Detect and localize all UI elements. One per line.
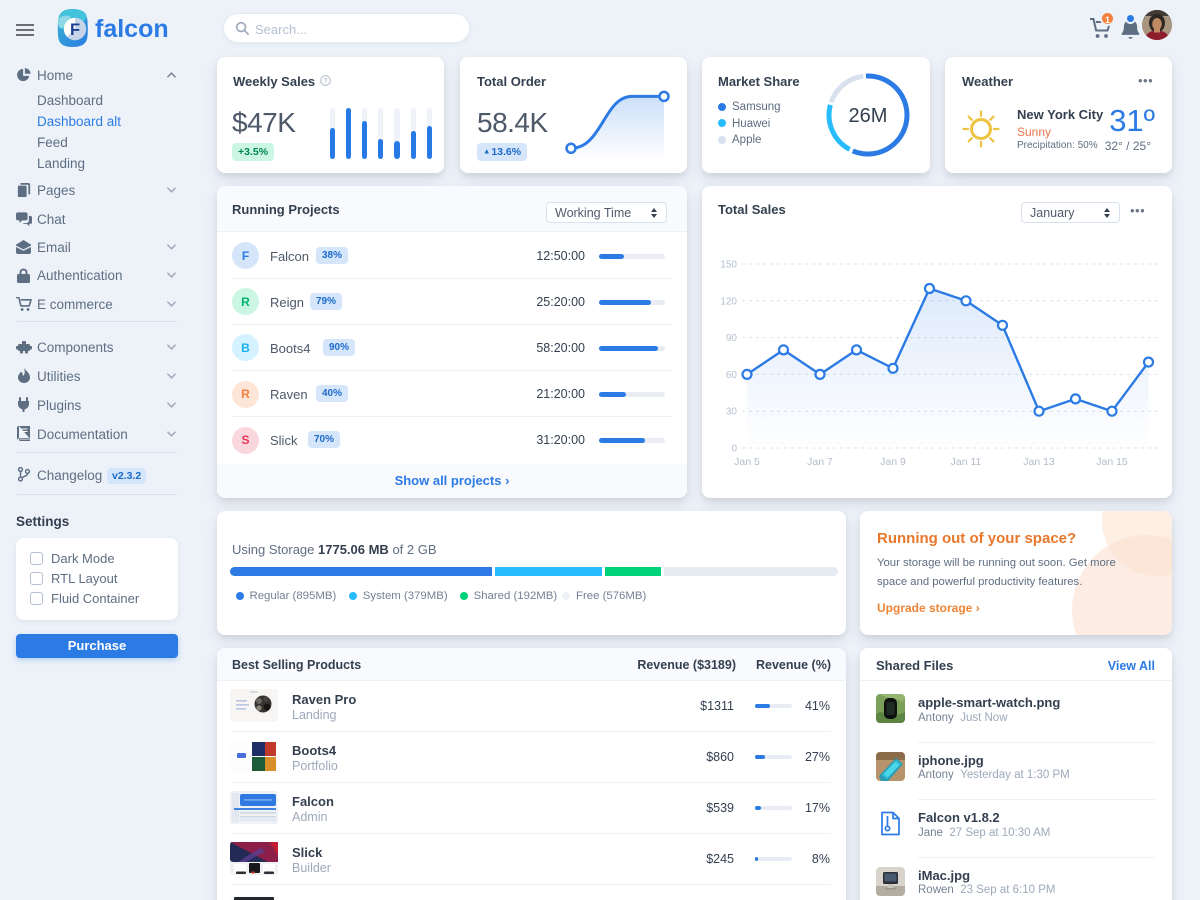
svg-text:0: 0 xyxy=(731,444,737,455)
svg-text:Jan 11: Jan 11 xyxy=(951,456,982,468)
svg-text:90: 90 xyxy=(726,333,738,344)
svg-text:150: 150 xyxy=(720,260,737,271)
svg-text:?: ? xyxy=(324,78,328,85)
svg-text:F: F xyxy=(70,21,80,39)
svg-text:Jan 7: Jan 7 xyxy=(807,456,833,468)
svg-text:26M: 26M xyxy=(849,105,888,127)
svg-text:Jan 15: Jan 15 xyxy=(1096,456,1128,468)
svg-text:60: 60 xyxy=(726,370,738,381)
svg-text:Jan 9: Jan 9 xyxy=(880,456,906,468)
svg-text:Jan 5: Jan 5 xyxy=(734,456,760,468)
svg-text:120: 120 xyxy=(720,296,737,307)
svg-text:30: 30 xyxy=(726,407,738,418)
svg-text:Jan 13: Jan 13 xyxy=(1023,456,1055,468)
